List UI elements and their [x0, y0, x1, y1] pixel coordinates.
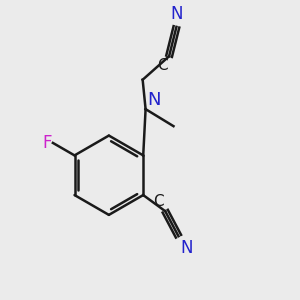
Text: C: C [157, 58, 168, 73]
Text: N: N [147, 91, 160, 109]
Text: F: F [42, 134, 51, 152]
Text: N: N [170, 5, 183, 23]
Text: C: C [153, 194, 164, 209]
Text: N: N [180, 239, 192, 257]
